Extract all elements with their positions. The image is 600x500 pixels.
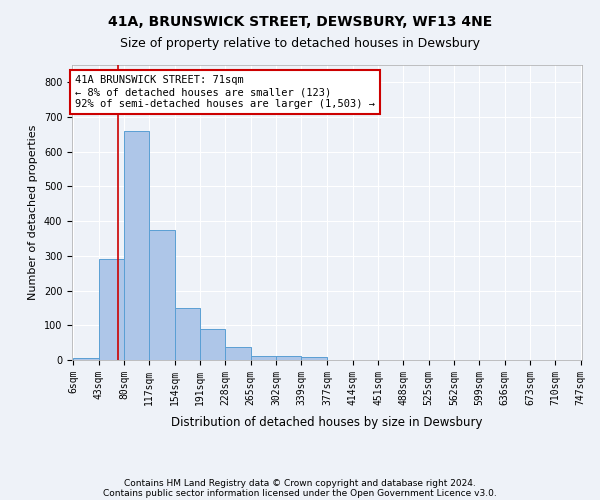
Bar bbox=[175, 308, 200, 360]
Bar bbox=[226, 347, 251, 360]
Text: 41A BRUNSWICK STREET: 71sqm
← 8% of detached houses are smaller (123)
92% of sem: 41A BRUNSWICK STREET: 71sqm ← 8% of deta… bbox=[75, 76, 375, 108]
X-axis label: Distribution of detached houses by size in Dewsbury: Distribution of detached houses by size … bbox=[171, 416, 483, 429]
Text: Size of property relative to detached houses in Dewsbury: Size of property relative to detached ho… bbox=[120, 38, 480, 51]
Bar bbox=[98, 260, 124, 360]
Bar bbox=[200, 330, 226, 360]
Text: 41A, BRUNSWICK STREET, DEWSBURY, WF13 4NE: 41A, BRUNSWICK STREET, DEWSBURY, WF13 4N… bbox=[108, 15, 492, 29]
Text: Contains public sector information licensed under the Open Government Licence v3: Contains public sector information licen… bbox=[103, 488, 497, 498]
Text: Contains HM Land Registry data © Crown copyright and database right 2024.: Contains HM Land Registry data © Crown c… bbox=[124, 478, 476, 488]
Bar bbox=[301, 356, 328, 360]
Bar bbox=[276, 356, 301, 360]
Y-axis label: Number of detached properties: Number of detached properties bbox=[28, 125, 38, 300]
Bar bbox=[124, 131, 149, 360]
Bar bbox=[251, 356, 276, 360]
Bar bbox=[73, 358, 98, 360]
Bar bbox=[149, 230, 175, 360]
